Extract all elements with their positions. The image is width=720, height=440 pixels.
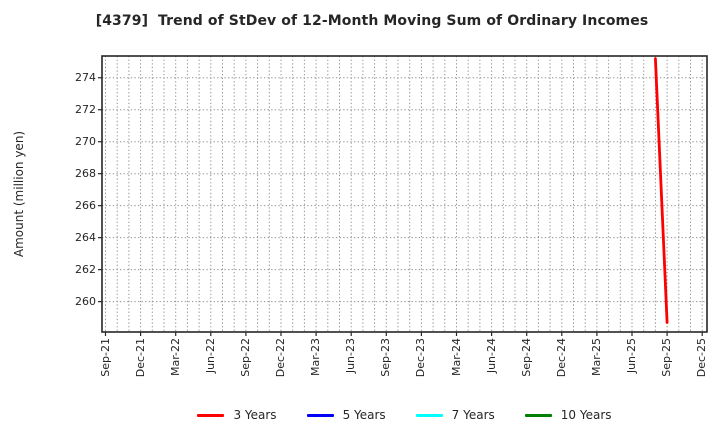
legend-item-10-years: 10 Years	[524, 408, 612, 422]
x-tick-label: Dec-23	[414, 338, 428, 378]
legend-line-swatch	[197, 413, 225, 417]
legend-item-5-years: 5 Years	[306, 408, 386, 422]
y-tick-label: 274	[75, 70, 96, 84]
x-tick-label: Dec-25	[695, 338, 709, 378]
x-tick-label: Mar-22	[168, 338, 182, 377]
x-tick-label: Dec-22	[274, 338, 287, 378]
legend: 3 Years 5 Years 7 Years 10 Years	[102, 405, 707, 425]
y-tick-label: 268	[75, 166, 96, 180]
legend-line-swatch	[524, 413, 552, 417]
x-tick-label: Jun-24	[484, 338, 498, 374]
x-tick-label: Sep-23	[379, 338, 393, 377]
x-tick-label: Jun-22	[203, 338, 217, 374]
x-tick-label: Mar-23	[309, 338, 323, 377]
y-tick-label: 266	[75, 198, 96, 212]
y-tick-label: 262	[75, 262, 96, 276]
legend-line-swatch	[415, 413, 443, 417]
legend-item-label: 10 Years	[560, 408, 612, 422]
y-tick-label: 264	[75, 230, 96, 244]
legend-item-label: 5 Years	[342, 408, 386, 422]
y-tick-label: 270	[75, 134, 96, 148]
legend-item-3-years: 3 Years	[197, 408, 277, 422]
x-tick-label: Mar-25	[589, 338, 603, 377]
legend-item-7-years: 7 Years	[415, 408, 495, 422]
y-tick-label: 272	[75, 102, 96, 116]
chart-title: [4379] Trend of StDev of 12-Month Moving…	[95, 13, 649, 29]
x-tick-label: Sep-24	[519, 338, 533, 377]
legend-line-swatch	[306, 413, 334, 417]
x-tick-label: Jun-23	[344, 338, 358, 374]
legend-item-label: 3 Years	[233, 408, 277, 422]
x-tick-label: Sep-25	[660, 338, 674, 377]
x-tick-label: Mar-24	[449, 338, 463, 377]
x-tick-label: Sep-21	[98, 338, 112, 377]
x-tick-label: Sep-22	[238, 338, 252, 377]
x-tick-label: Jun-25	[625, 338, 638, 374]
x-tick-label: Dec-21	[133, 338, 147, 378]
legend-item-label: 7 Years	[451, 408, 495, 422]
y-tick-label: 260	[75, 294, 96, 308]
x-tick-label: Dec-24	[554, 338, 568, 378]
